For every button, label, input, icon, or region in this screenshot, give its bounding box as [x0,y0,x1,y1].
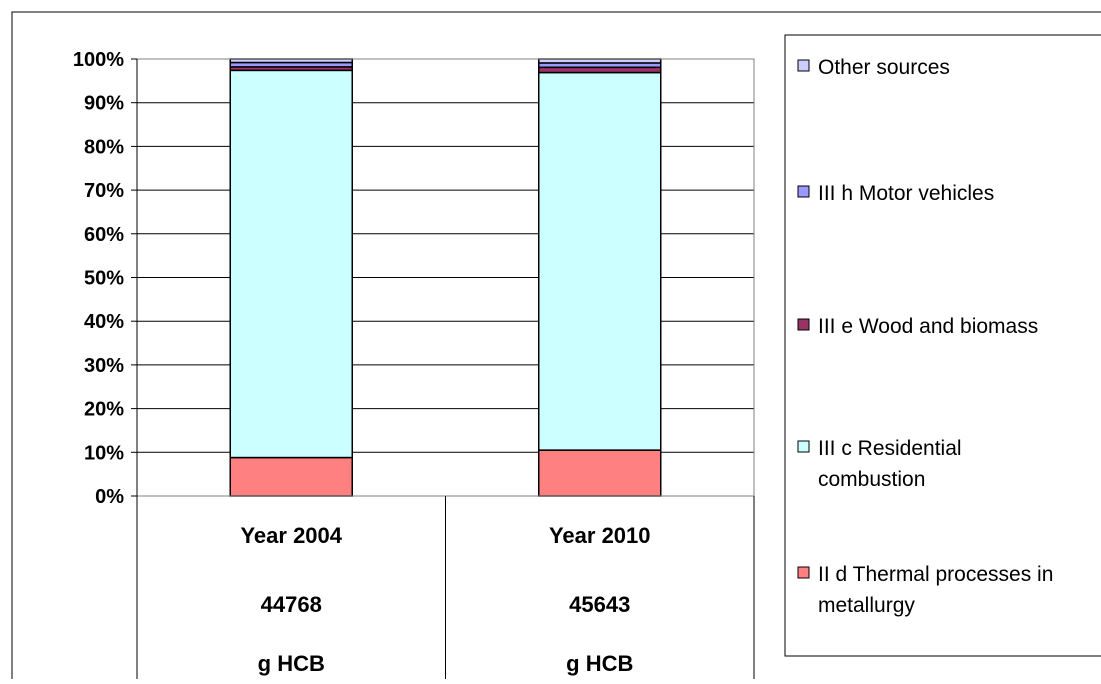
bar-segment [229,456,353,497]
legend-label: III e Wood and biomass [818,315,1038,338]
category-label: Year 2010 [549,523,651,548]
y-tick-label: 10% [84,442,124,464]
legend-label: metallurgy [818,594,915,617]
y-tick-label: 30% [84,355,124,377]
y-tick-label: 70% [84,180,124,202]
legend-swatch [797,59,810,72]
y-tick-label: 20% [84,399,124,421]
category-label: g HCB [566,651,633,676]
legend-swatch [797,185,810,198]
legend-label: Other sources [818,56,950,79]
legend-label: II d Thermal processes in [818,563,1053,586]
category-label: g HCB [258,651,325,676]
bar-segment [538,58,662,64]
category-label: Year 2004 [240,523,342,548]
y-tick-label: 80% [84,136,124,158]
legend-label: III c Residential [818,437,962,460]
bar-stacks [229,58,662,497]
category-label: 45643 [569,592,630,617]
legend-swatch [797,318,810,331]
bar-segment [229,69,353,459]
y-tick-label: 50% [84,268,124,290]
y-tick-label: 60% [84,224,124,246]
bar-segment [229,58,353,64]
y-tick-label: 90% [84,93,124,115]
y-axis: 0% 10% 20% 30% 40% 50% 60% 70% 80% 90% 100% [73,49,138,508]
y-tick-label: 40% [84,311,124,333]
bar-segment [538,66,662,74]
legend-swatch [797,566,810,579]
legend-box [784,34,1101,657]
y-tick-label: 100% [73,49,124,71]
legend: Other sources III h Motor vehicles III e W… [784,34,1101,657]
legend-label: combustion [818,468,925,491]
bar-segment [538,449,662,497]
legend-swatch [797,440,810,453]
legend-label: III h Motor vehicles [818,182,994,205]
category-label: 44768 [261,592,322,617]
bar-segment [538,71,662,451]
category-table: Year 2004 44768 g HCB Year 2010 45643 g HCB [136,496,755,684]
y-tick-label: 0% [95,486,124,508]
